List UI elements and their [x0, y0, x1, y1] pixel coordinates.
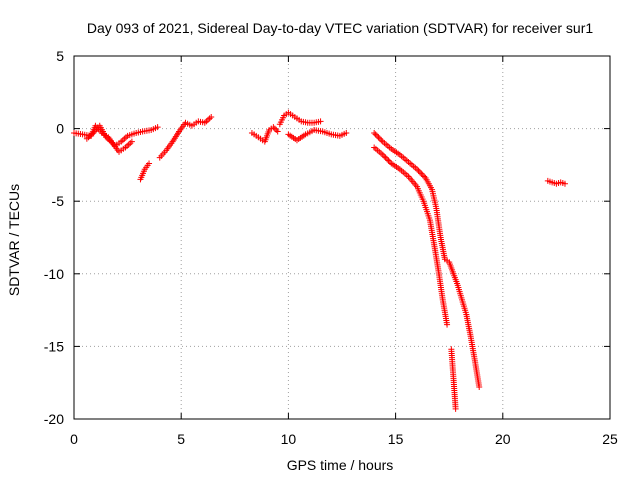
chart-title: Day 093 of 2021, Sidereal Day-to-day VTE… [87, 20, 593, 36]
data-point [270, 124, 277, 131]
data-point [343, 129, 350, 136]
y-tick-label: -15 [44, 338, 64, 354]
data-point [415, 167, 422, 174]
y-tick-label: 0 [56, 121, 64, 137]
x-tick-label: 20 [495, 431, 511, 447]
data-point [371, 129, 378, 136]
axis-ticks: 0 5 10 15 20 25 -20 -15 -10 -5 0 5 [44, 48, 618, 447]
data-point [386, 158, 393, 165]
y-tick-label: -10 [44, 266, 64, 282]
data-point [385, 157, 392, 164]
grid-lines [74, 56, 610, 419]
x-tick-label: 25 [602, 431, 618, 447]
data-point [374, 132, 381, 139]
data-point [476, 384, 483, 391]
data-point [375, 134, 382, 141]
data-point [271, 125, 278, 132]
x-tick-label: 5 [177, 431, 185, 447]
data-point [146, 160, 153, 167]
data-point [379, 151, 386, 158]
x-tick-label: 10 [281, 431, 297, 447]
data-point [444, 321, 451, 328]
data-point [378, 137, 385, 144]
data-point [382, 154, 389, 161]
data-point [128, 138, 135, 145]
data-point [561, 180, 568, 187]
y-tick-label: 5 [56, 48, 64, 64]
data-point [154, 124, 161, 131]
data-point [208, 113, 215, 120]
data-point [416, 169, 423, 176]
data-point [414, 166, 421, 173]
plot-frame [73, 55, 611, 420]
x-tick-label: 0 [70, 431, 78, 447]
data-point [274, 128, 281, 135]
x-tick-label: 15 [388, 431, 404, 447]
data-point [419, 172, 426, 179]
y-axis-label: SDTVAR / TECUs [6, 184, 22, 296]
data-points [71, 109, 568, 412]
y-tick-label: -5 [52, 193, 65, 209]
data-point [273, 127, 280, 134]
data-point [452, 405, 459, 412]
data-point [418, 170, 425, 177]
data-point [317, 118, 324, 125]
data-point [376, 135, 383, 142]
data-point [372, 131, 379, 138]
y-tick-label: -20 [44, 411, 64, 427]
data-point [381, 153, 388, 160]
data-point [421, 173, 428, 180]
x-axis-label: GPS time / hours [287, 457, 394, 473]
data-point [384, 156, 391, 163]
